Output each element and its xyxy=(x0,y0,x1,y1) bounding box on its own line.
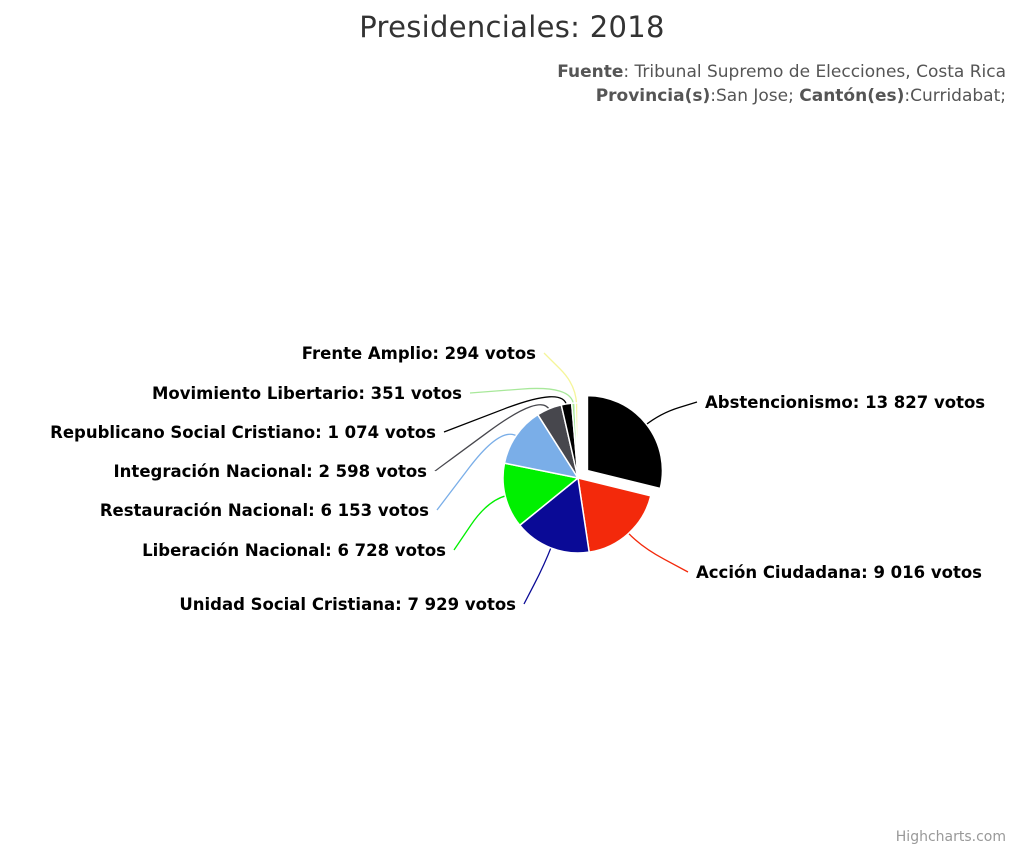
connector-frente-amplio xyxy=(543,352,578,406)
source-value: : Tribunal Supremo de Elecciones, Costa … xyxy=(623,62,1006,82)
canton-value: :Curridabat; xyxy=(904,86,1006,106)
connector-integracion-nacional xyxy=(434,404,551,472)
chart-subtitle: Fuente: Tribunal Supremo de Elecciones, … xyxy=(557,60,1006,108)
data-label-connectors xyxy=(434,352,698,605)
province-value: :San Jose; xyxy=(710,86,800,106)
data-label-restauracion-nacional: Restauración Nacional: 6 153 votos xyxy=(100,501,429,520)
pie-slice-frente-amplio[interactable] xyxy=(574,402,579,479)
connector-movimiento-libertario xyxy=(469,387,575,406)
highcharts-credits-link[interactable]: Highcharts.com xyxy=(895,829,1006,845)
pie-slice-restauracion-nacional[interactable] xyxy=(503,413,580,480)
pie-slice-unidad-social-cristiana[interactable] xyxy=(518,476,591,554)
canton-label: Cantón(es) xyxy=(799,86,905,106)
data-label-unidad-social-cristiana: Unidad Social Cristiana: 7 929 votos xyxy=(179,595,516,614)
province-label: Provincia(s) xyxy=(595,86,711,106)
data-label-integracion-nacional: Integración Nacional: 2 598 votos xyxy=(114,462,428,481)
connector-restauracion-nacional xyxy=(436,433,519,511)
pie-slice-liberacion-nacional[interactable] xyxy=(502,462,580,527)
data-label-accion-ciudadana: Acción Ciudadana: 9 016 votos xyxy=(696,563,982,582)
source-line: Fuente: Tribunal Supremo de Elecciones, … xyxy=(557,60,1006,84)
pie-slices xyxy=(502,394,664,554)
pie-slice-accion-ciudadana[interactable] xyxy=(577,477,652,554)
connector-abstencionismo xyxy=(644,401,698,427)
connector-unidad-social-cristiana xyxy=(523,545,553,605)
connector-liberacion-nacional xyxy=(453,494,508,551)
connector-accion-ciudadana xyxy=(626,531,689,573)
pie-slice-abstencionismo[interactable] xyxy=(586,394,664,490)
source-label: Fuente xyxy=(557,62,624,82)
data-label-movimiento-libertario: Movimiento Libertario: 351 votos xyxy=(152,384,462,403)
data-label-republicano-social-cristiano: Republicano Social Cristiano: 1 074 voto… xyxy=(50,423,436,442)
location-line: Provincia(s):San Jose; Cantón(es):Currid… xyxy=(557,84,1006,108)
data-labels: Abstencionismo: 13 827 votos Acción Ciuda… xyxy=(50,344,985,614)
data-label-liberacion-nacional: Liberación Nacional: 6 728 votos xyxy=(142,541,446,560)
connector-republicano-social-cristiano xyxy=(443,396,568,433)
chart-title: Presidenciales: 2018 xyxy=(359,10,665,44)
data-label-frente-amplio: Frente Amplio: 294 votos xyxy=(302,344,536,363)
data-label-abstencionismo: Abstencionismo: 13 827 votos xyxy=(705,393,985,412)
